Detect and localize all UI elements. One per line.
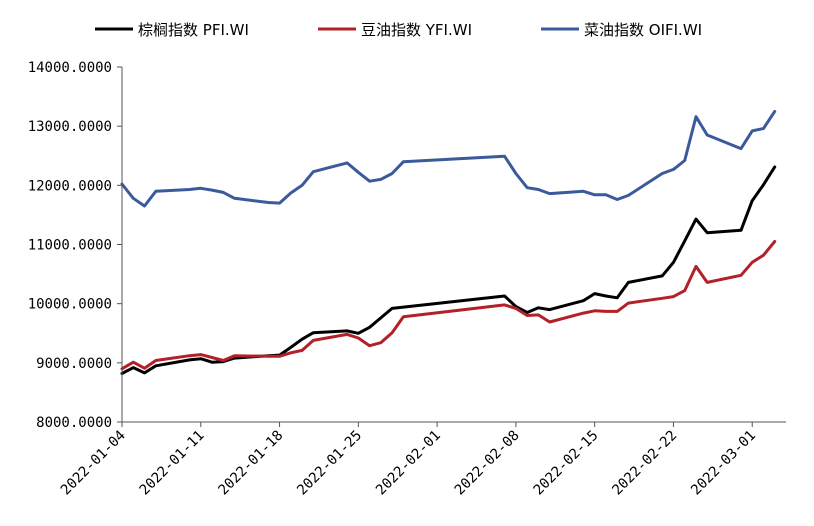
legend-label-2: 菜油指数 OIFI.WI bbox=[584, 21, 702, 39]
y-tick-label: 14000.0000 bbox=[28, 60, 112, 76]
x-tick-label: 2022-02-15 bbox=[531, 428, 602, 499]
x-tick-label: 2022-02-22 bbox=[609, 428, 680, 499]
x-tick-label: 2022-01-18 bbox=[215, 428, 286, 499]
x-tick-label: 2022-02-01 bbox=[373, 428, 444, 499]
x-tick-label: 2022-01-11 bbox=[137, 428, 208, 499]
y-tick-label: 9000.0000 bbox=[36, 356, 112, 372]
legend-label-1: 豆油指数 YFI.WI bbox=[361, 21, 472, 39]
series-layer bbox=[120, 109, 777, 375]
legend-label-0: 棕榈指数 PFI.WI bbox=[138, 21, 249, 39]
x-tick-label: 2022-01-04 bbox=[58, 428, 129, 499]
x-tick-label: 2022-01-25 bbox=[294, 428, 365, 499]
y-tick-label: 8000.0000 bbox=[36, 415, 112, 431]
series-line-1 bbox=[120, 240, 777, 371]
axes bbox=[121, 67, 786, 423]
x-tick-label: 2022-02-08 bbox=[452, 428, 523, 499]
legend: 棕榈指数 PFI.WI 豆油指数 YFI.WI 菜油指数 OIFI.WI bbox=[95, 21, 702, 39]
x-tick-label: 2022-03-01 bbox=[688, 428, 759, 499]
series-line-0 bbox=[120, 165, 777, 375]
series-line-2 bbox=[120, 109, 777, 208]
y-tick-label: 11000.0000 bbox=[28, 238, 112, 254]
y-tick-label: 10000.0000 bbox=[28, 297, 112, 313]
y-tick-label: 12000.0000 bbox=[28, 178, 112, 194]
y-tick-label: 13000.0000 bbox=[28, 119, 112, 135]
